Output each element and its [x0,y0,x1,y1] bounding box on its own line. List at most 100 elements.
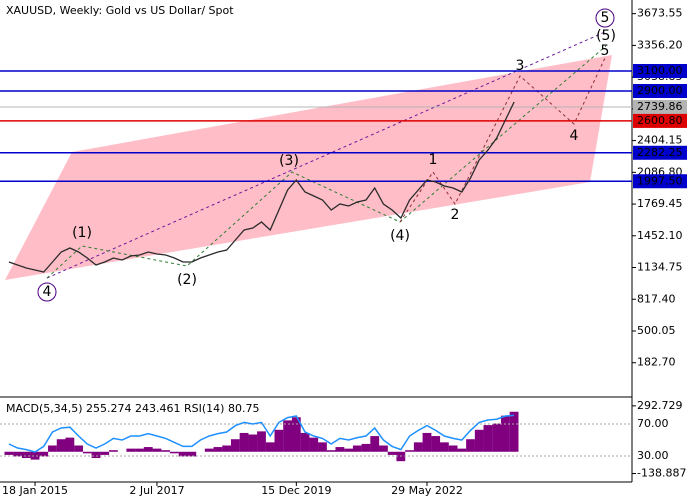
rsi-tick-label: 30.00 [637,449,669,462]
rsi-line [8,414,515,453]
macd-bar [248,434,258,452]
wave-label: 1 [429,152,438,168]
macd-bar [405,450,414,452]
wave-label: 5 [601,10,610,26]
macd-bar [492,423,502,452]
wave-label: (1) [72,225,92,241]
macd-bar [48,445,57,452]
macd-bar [39,451,49,457]
macd-bar [291,417,301,452]
y-tick-label: 3673.55 [637,7,683,20]
macd-bar [500,415,510,452]
x-tick-label: 29 May 2022 [391,484,463,497]
wave-label: (5) [596,28,616,44]
level-box [633,113,687,128]
y-tick-label: 500.05 [637,324,676,337]
x-tick-label: 15 Dec 2019 [261,484,331,497]
wave-label: (4) [390,228,410,244]
macd-bar [335,447,345,452]
macd-bar [65,437,75,452]
channel [5,55,612,280]
chart-title: XAUUSD, Weekly: Gold vs US Dollar/ Spot [6,4,234,17]
macd-bar [152,448,162,452]
macd-bar [161,450,171,452]
macd-bar [135,448,144,452]
macd-bar [257,431,266,452]
macd-bar [274,429,284,452]
level-label: 2900.00 [637,84,683,97]
level-box [633,174,687,189]
macd-bar [265,442,275,452]
y-tick-label: 817.40 [637,292,676,305]
macd-bar [283,420,293,452]
wave-label: (2) [177,272,197,288]
macd-bar [440,442,449,452]
macd-bar [387,451,397,455]
level-label: 2600.80 [637,114,683,127]
macd-bar [143,447,153,452]
macd-bar [13,451,23,457]
macd-bar [361,443,371,452]
macd-bar [448,445,458,452]
macd-bar [457,448,467,452]
macd-bar [370,436,380,452]
macd-bar [204,448,214,452]
macd-bar [21,451,31,459]
level-label: 1997.50 [637,174,683,187]
macd-bar [509,411,519,452]
level-label: 2282.25 [637,146,683,159]
level-box [633,100,687,115]
level-box [633,145,687,160]
macd-bar [178,451,188,457]
macd-bar [326,450,336,452]
wave-label: 3 [516,58,525,74]
wave-label: 2 [451,207,460,223]
macd-bar [230,439,240,452]
macd-bar [169,451,179,454]
x-tick-label: 18 Jan 2015 [2,484,68,497]
macd-bar [109,450,118,452]
level-label: 2739.86 [637,100,683,113]
macd-bar [318,442,327,452]
wave-label: (3) [279,153,299,169]
wave-circle [37,282,57,302]
wave-path [46,45,607,279]
macd-bar [100,451,110,455]
y-tick-label: 2404.15 [637,134,683,147]
macd-bar [4,451,14,455]
wave-label: 5 [601,43,610,59]
macd-bar [56,439,66,452]
macd-bar [82,451,92,454]
macd-bar [126,448,136,452]
level-box [633,84,687,98]
macd-bar [187,451,197,457]
x-tick-label: 2 Jul 2017 [129,484,184,497]
macd-tick-label: -138.887 [637,467,686,480]
macd-bar [91,451,101,459]
y-tick-label: 1452.10 [637,229,683,242]
wave-label: 4 [570,128,579,144]
macd-bar [222,445,232,452]
y-tick-label: 3356.20 [637,38,683,51]
y-tick-label: 1769.45 [637,197,683,210]
macd-bar [474,429,484,452]
macd-bar [431,436,441,452]
y-tick-label: 182.70 [637,356,676,369]
macd-bar [379,445,388,452]
y-tick-label: 1134.75 [637,261,683,274]
indicator-title: MACD(5,34,5) 255.274 243.461 RSI(14) 80.… [6,402,259,415]
macd-bar [74,445,83,452]
macd-bar [352,445,362,452]
macd-bar [344,448,353,452]
level-label: 3100.00 [637,64,683,77]
wave-circle [595,8,615,28]
macd-bar [422,432,432,452]
wave-label: 4 [43,284,52,300]
macd-bar [309,437,319,452]
macd-bar [213,447,223,452]
price-line [8,101,515,273]
macd-bar [300,432,310,452]
macd-bar [483,425,493,452]
macd-bar [413,442,423,452]
